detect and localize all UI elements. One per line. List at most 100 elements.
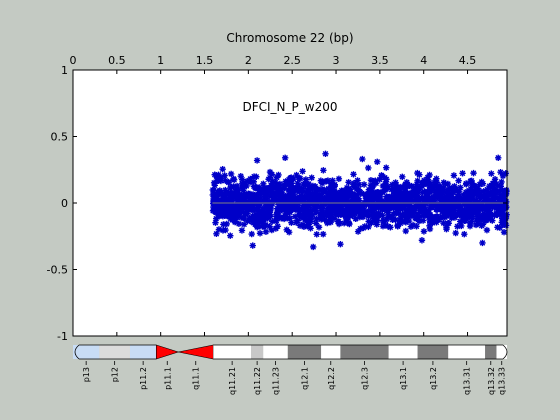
data-point xyxy=(238,176,246,183)
data-point xyxy=(269,200,276,208)
data-point xyxy=(374,158,381,165)
data-point xyxy=(436,205,443,212)
data-point xyxy=(393,189,401,197)
data-point xyxy=(438,188,446,195)
data-point xyxy=(499,172,507,180)
band-q11.22 xyxy=(250,345,264,359)
data-point xyxy=(499,193,506,200)
x-tick-label: 4 xyxy=(420,54,427,67)
data-point xyxy=(353,185,361,193)
data-point xyxy=(313,215,320,223)
data-point xyxy=(413,195,420,203)
data-point xyxy=(468,184,475,191)
data-point xyxy=(293,171,300,179)
band-q12.3 xyxy=(340,345,389,359)
data-point xyxy=(470,169,477,177)
data-point xyxy=(267,205,275,213)
data-point xyxy=(399,211,406,218)
band-label: q13.1 xyxy=(399,367,408,390)
data-point xyxy=(415,189,422,196)
data-point xyxy=(245,190,252,197)
data-point xyxy=(254,211,261,218)
data-point xyxy=(337,241,344,248)
data-point xyxy=(450,209,457,216)
data-point xyxy=(461,196,469,204)
data-point xyxy=(335,175,343,183)
x-tick-label: 3 xyxy=(333,54,340,67)
data-point xyxy=(304,223,311,230)
data-point xyxy=(300,181,307,188)
data-point xyxy=(310,243,317,251)
data-point xyxy=(320,167,327,174)
data-point xyxy=(269,180,276,187)
data-point xyxy=(226,204,233,212)
data-point xyxy=(403,182,411,189)
data-point xyxy=(359,155,366,163)
data-point xyxy=(308,197,315,204)
data-point xyxy=(434,187,441,194)
data-point xyxy=(450,172,458,179)
data-point xyxy=(491,176,499,183)
data-point xyxy=(440,179,447,186)
data-point xyxy=(352,215,359,223)
data-point xyxy=(496,224,504,231)
data-point xyxy=(482,217,490,224)
data-point xyxy=(325,185,332,192)
data-point xyxy=(360,181,368,188)
data-point xyxy=(384,202,391,210)
data-point xyxy=(232,209,240,216)
data-point xyxy=(339,198,347,205)
data-point xyxy=(426,225,434,233)
band-p12 xyxy=(99,345,130,359)
band-p11.1 xyxy=(155,344,180,360)
band-label: q13.31 xyxy=(463,367,472,395)
band-label: q12.2 xyxy=(327,367,336,390)
data-point xyxy=(374,217,381,224)
data-point xyxy=(332,203,340,210)
data-point xyxy=(379,212,386,219)
data-point xyxy=(479,180,487,187)
data-point xyxy=(309,211,316,219)
data-point xyxy=(424,208,432,215)
data-point xyxy=(230,202,237,209)
data-point xyxy=(361,201,368,209)
data-point xyxy=(501,211,509,219)
data-point xyxy=(328,193,335,200)
data-point xyxy=(316,214,324,222)
data-point xyxy=(243,182,250,190)
data-point xyxy=(324,177,332,184)
data-point xyxy=(503,198,510,206)
data-point xyxy=(299,168,306,175)
data-point xyxy=(240,221,248,228)
data-point xyxy=(312,191,319,198)
data-point xyxy=(420,228,428,235)
data-point xyxy=(286,181,293,188)
data-point xyxy=(414,177,421,184)
data-point xyxy=(457,207,464,214)
q-arm-outline xyxy=(213,344,508,360)
data-point xyxy=(277,195,285,202)
data-point xyxy=(488,170,495,177)
data-point xyxy=(464,211,472,218)
data-point xyxy=(319,202,327,210)
data-point xyxy=(467,193,474,201)
data-point xyxy=(268,188,275,195)
data-point xyxy=(300,203,307,210)
data-point xyxy=(250,219,257,227)
data-point xyxy=(355,181,363,188)
data-point xyxy=(496,188,503,195)
data-point xyxy=(418,179,425,187)
data-point xyxy=(395,210,403,217)
data-point xyxy=(398,188,406,196)
data-point xyxy=(263,193,271,201)
data-point xyxy=(256,230,264,237)
data-point xyxy=(477,195,484,202)
chromosome-ideogram: p13 p12 p11.2 p11.1 q11.1 q11.21 q11.22 q11.23 q… xyxy=(73,344,508,395)
data-point xyxy=(457,218,464,225)
data-point xyxy=(467,219,474,227)
data-point xyxy=(273,197,280,205)
chart-title: Chromosome 22 (bp) xyxy=(226,31,353,45)
data-point xyxy=(212,172,220,179)
data-point xyxy=(426,213,433,221)
data-point xyxy=(285,228,293,236)
